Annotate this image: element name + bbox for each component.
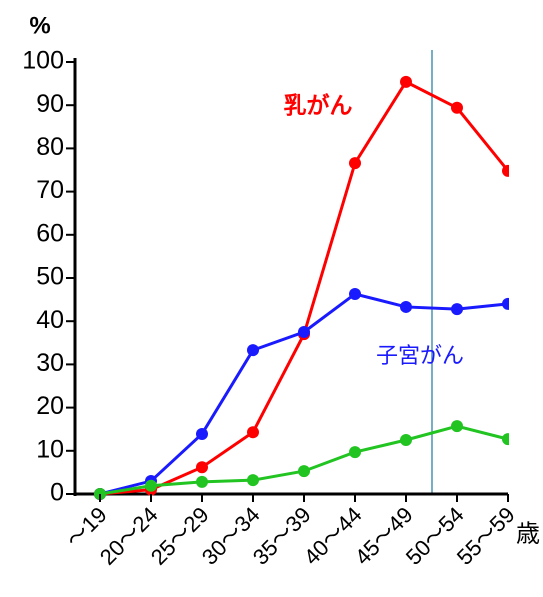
y-tick-label: 50 <box>36 263 64 291</box>
data-point <box>145 479 157 492</box>
data-point <box>247 426 259 439</box>
y-tick-label: 0 <box>50 479 64 507</box>
y-tick-label: 30 <box>36 349 64 377</box>
data-point <box>400 75 412 88</box>
data-point <box>247 474 259 487</box>
data-point <box>502 164 509 177</box>
x-tick-label: 55〜59 <box>452 502 520 570</box>
series-annotation: 子宮がん <box>376 343 464 368</box>
data-point <box>196 461 208 474</box>
data-point <box>502 433 509 446</box>
data-point <box>502 297 509 310</box>
series-annotation: 乳がん <box>284 92 353 118</box>
data-point <box>349 446 361 459</box>
x-axis-label: 歳 <box>516 520 540 547</box>
data-point <box>349 287 361 300</box>
series-line <box>99 292 509 496</box>
y-tick-label: 80 <box>36 133 64 161</box>
data-point <box>400 434 412 446</box>
data-point <box>298 465 310 478</box>
y-tick-label: 40 <box>36 306 64 334</box>
series-line <box>99 424 509 496</box>
data-point <box>196 475 208 488</box>
y-tick-label: 100 <box>22 47 64 75</box>
y-tick-label: 60 <box>36 219 64 247</box>
y-tick-label: 90 <box>36 90 64 118</box>
series-line <box>99 79 509 496</box>
data-point <box>400 300 412 313</box>
data-point <box>349 157 361 170</box>
y-axis-label: % <box>29 12 50 39</box>
y-tick-label: 70 <box>36 176 64 204</box>
data-point <box>451 303 463 316</box>
data-point <box>247 344 259 357</box>
data-point <box>196 427 208 440</box>
y-tick-label: 10 <box>36 435 64 463</box>
plot-area <box>94 75 509 500</box>
y-tick-label: 20 <box>36 392 64 420</box>
data-point <box>451 101 463 114</box>
data-point <box>451 420 463 433</box>
data-point <box>298 326 310 338</box>
